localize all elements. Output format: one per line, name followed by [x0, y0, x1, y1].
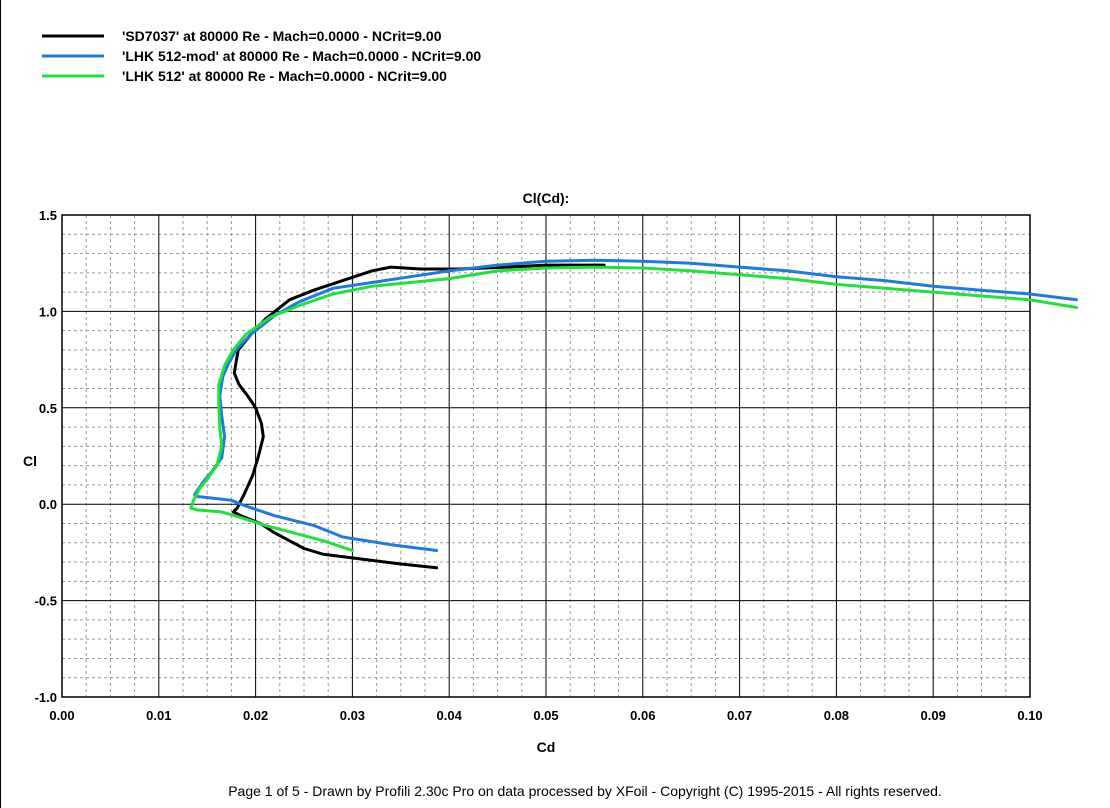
- x-tick-label: 0.04: [437, 708, 463, 723]
- series-line-1: [231, 263, 606, 570]
- plot-frame: [61, 214, 1031, 698]
- x-tick-label: 0.07: [727, 708, 752, 723]
- series-line-2: [193, 258, 1078, 552]
- x-tick-label: 0.09: [921, 708, 946, 723]
- y-tick-label: 1.0: [39, 304, 57, 319]
- x-tick-label: 0.06: [630, 708, 655, 723]
- y-tick-label: 0.5: [39, 401, 57, 416]
- minor-grid: [62, 215, 1030, 697]
- legend-label-2: 'LHK 512-mod' at 80000 Re - Mach=0.0000 …: [122, 48, 481, 64]
- x-tick-label: 0.08: [824, 708, 849, 723]
- y-tick-label: -1.0: [35, 690, 57, 705]
- plot-border: [61, 214, 1031, 698]
- x-tick-label: 0.01: [146, 708, 171, 723]
- page-left-border: [0, 0, 1, 808]
- legend-label-1: 'SD7037' at 80000 Re - Mach=0.0000 - NCr…: [122, 28, 442, 44]
- x-tick-label: 0.02: [243, 708, 268, 723]
- legend: 'SD7037' at 80000 Re - Mach=0.0000 - NCr…: [42, 28, 481, 84]
- y-tick-label: 0.0: [39, 497, 57, 512]
- x-axis-ticks: 0.00 0.01 0.02 0.03 0.04 0.05 0.06 0.07 0.08 0.09…: [49, 708, 1042, 723]
- y-axis-ticks: 1.5 1.0 0.5 0.0 -0.5 -1.0: [35, 208, 57, 705]
- legend-label-3: 'LHK 512' at 80000 Re - Mach=0.0000 - NC…: [122, 68, 447, 84]
- series-group: [189, 258, 1078, 570]
- x-tick-label: 0.00: [49, 708, 74, 723]
- x-axis-title: Cd: [537, 739, 556, 755]
- footer-credits: Page 1 of 5 - Drawn by Profili 2.30c Pro…: [228, 783, 942, 799]
- y-axis-title: Cl: [23, 453, 37, 469]
- x-tick-label: 0.05: [533, 708, 558, 723]
- y-tick-label: -0.5: [35, 594, 57, 609]
- x-tick-label: 0.10: [1017, 708, 1042, 723]
- x-tick-label: 0.03: [340, 708, 365, 723]
- y-tick-label: 1.5: [39, 208, 57, 223]
- chart-title: Cl(Cd):: [523, 190, 570, 206]
- series-line-3: [189, 265, 1078, 552]
